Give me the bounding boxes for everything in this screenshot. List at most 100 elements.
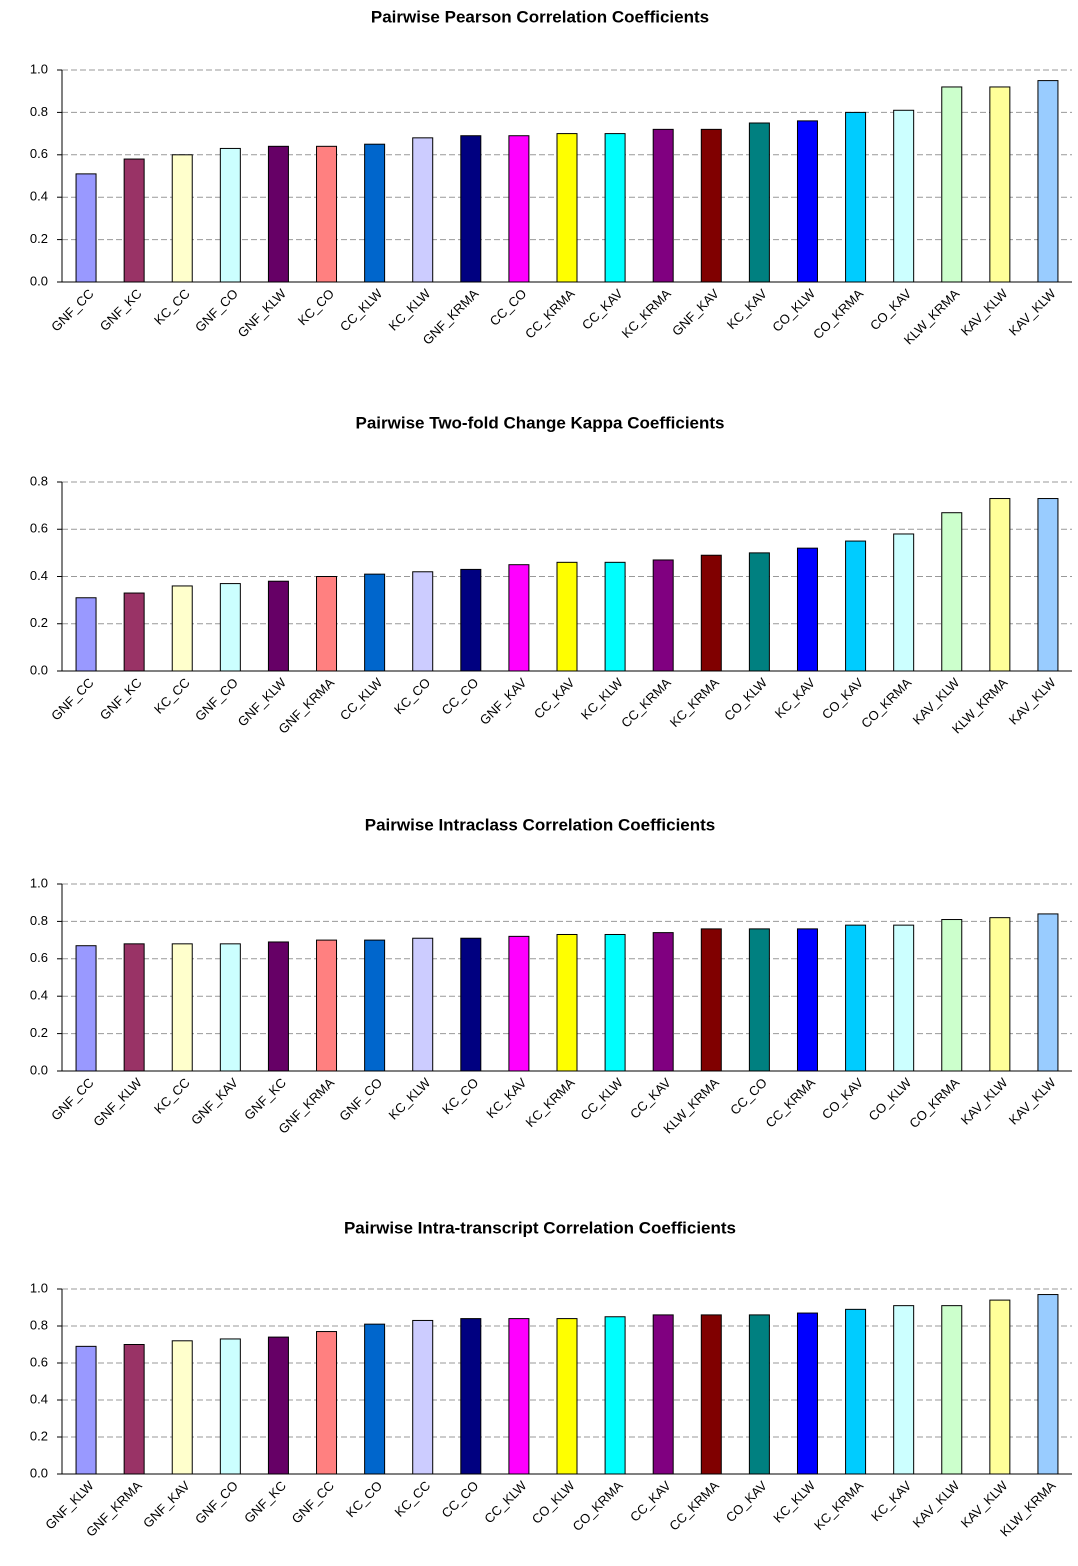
x-tick-label: GNF_CC — [289, 1478, 337, 1526]
bar — [412, 1319, 434, 1475]
chart-title: Pairwise Two-fold Change Kappa Coefficie… — [355, 413, 724, 432]
x-tick-label: GNF_CO — [336, 1075, 385, 1124]
y-tick-label: 0.0 — [30, 1465, 48, 1480]
x-tick-label: KC_KLW — [578, 674, 626, 722]
x-tick-label: KC_CO — [343, 1478, 385, 1520]
bar — [652, 128, 674, 283]
x-tick-label: GNF_KLW — [235, 285, 290, 340]
x-tick-label: GNF_CO — [192, 1478, 241, 1527]
y-tick-label: 0.6 — [30, 950, 48, 965]
bar — [171, 943, 193, 1072]
y-tick-label: 0.0 — [30, 662, 48, 677]
y-tick-label: 1.0 — [30, 61, 48, 76]
bar — [845, 540, 867, 672]
bar — [796, 1312, 818, 1475]
bar — [989, 86, 1011, 283]
bar — [316, 1331, 338, 1475]
y-tick-label: 0.6 — [30, 1354, 48, 1369]
bar — [893, 109, 915, 283]
chart-title: Pairwise Intra-transcript Correlation Co… — [344, 1218, 736, 1237]
x-tick-label: CO_KAV — [723, 1478, 770, 1525]
x-tick-label: KC_CC — [151, 286, 193, 328]
x-tick-label: GNF_CC — [48, 286, 96, 334]
bar — [75, 1345, 97, 1475]
x-tick-label: GNF_KAV — [669, 286, 722, 339]
bar — [123, 1344, 145, 1475]
bar — [267, 1336, 289, 1475]
x-tick-label: CO_KRMA — [858, 675, 914, 731]
y-tick-label: 0.8 — [30, 473, 48, 488]
bar — [604, 933, 626, 1072]
x-tick-label: CC_KLW — [337, 674, 386, 723]
bar — [508, 1318, 530, 1475]
x-tick-label: CC_KAV — [579, 286, 626, 333]
x-tick-label: KC_KRMA — [811, 1478, 866, 1533]
bar — [364, 143, 386, 283]
x-tick-label: GNF_KC — [97, 286, 145, 334]
bar — [460, 937, 482, 1072]
bar — [460, 568, 482, 672]
bar — [748, 1314, 770, 1475]
x-tick-label: CO_KLW — [529, 1477, 578, 1526]
x-tick-label: CC_KRMA — [666, 1478, 722, 1534]
x-tick-label: GNF_KAV — [140, 1478, 193, 1531]
chart-title: Pairwise Intraclass Correlation Coeffici… — [365, 815, 716, 834]
y-tick-label: 0.2 — [30, 1025, 48, 1040]
bar — [123, 592, 145, 672]
bar — [989, 498, 1011, 672]
x-tick-label: KAV_KLW — [958, 285, 1011, 338]
bar — [267, 145, 289, 283]
y-tick-label: 0.6 — [30, 146, 48, 161]
bar — [316, 145, 338, 283]
bar — [893, 924, 915, 1072]
bar — [989, 917, 1011, 1072]
bar — [556, 1318, 578, 1475]
x-tick-label: CC_KRMA — [618, 675, 674, 731]
x-tick-label: KC_KAV — [483, 1075, 529, 1121]
y-tick-label: 0.8 — [30, 913, 48, 928]
x-tick-label: KC_CO — [439, 1075, 481, 1117]
bar — [123, 943, 145, 1072]
bar — [508, 135, 530, 283]
bar — [941, 919, 963, 1072]
bar — [364, 939, 386, 1072]
x-tick-label: GNF_CO — [192, 675, 241, 724]
bar — [75, 945, 97, 1072]
x-tick-label: GNF_CO — [192, 286, 241, 335]
bar — [460, 135, 482, 283]
x-tick-label: KC_KRMA — [667, 675, 722, 730]
y-tick-label: 0.6 — [30, 521, 48, 536]
x-tick-label: CC_KAV — [627, 1075, 674, 1122]
bar — [748, 928, 770, 1072]
bar — [604, 561, 626, 672]
y-tick-label: 0.2 — [30, 231, 48, 246]
x-tick-label: CO_KLW — [721, 674, 770, 723]
x-tick-label: CO_KAV — [819, 675, 866, 722]
x-tick-label: CC_CO — [487, 286, 530, 329]
bar — [460, 1318, 482, 1475]
x-tick-label: CC_KRMA — [762, 1075, 818, 1131]
bar — [604, 1316, 626, 1475]
bar — [556, 933, 578, 1072]
bar — [412, 937, 434, 1072]
x-tick-label: CC_KRMA — [522, 286, 578, 342]
x-tick-label: KAV_KLW — [1006, 1074, 1059, 1127]
x-tick-label: KC_CC — [151, 1075, 193, 1117]
bar — [316, 939, 338, 1072]
x-tick-label: CO_KLW — [769, 285, 818, 334]
x-tick-label: KC_CC — [391, 1478, 433, 1520]
x-tick-label: CO_KAV — [867, 286, 914, 333]
x-tick-label: KC_KRMA — [522, 1075, 577, 1130]
x-tick-label: CO_KRMA — [570, 1478, 626, 1534]
x-tick-label: GNF_KAV — [477, 675, 530, 728]
bar — [652, 559, 674, 672]
bar — [700, 128, 722, 283]
bar — [748, 122, 770, 283]
x-tick-label: CC_CO — [439, 675, 482, 718]
bar — [989, 1299, 1011, 1475]
bar — [75, 597, 97, 672]
x-tick-label: KAV_KLW — [1006, 674, 1059, 727]
y-tick-label: 0.4 — [30, 189, 48, 204]
bar — [219, 583, 241, 672]
